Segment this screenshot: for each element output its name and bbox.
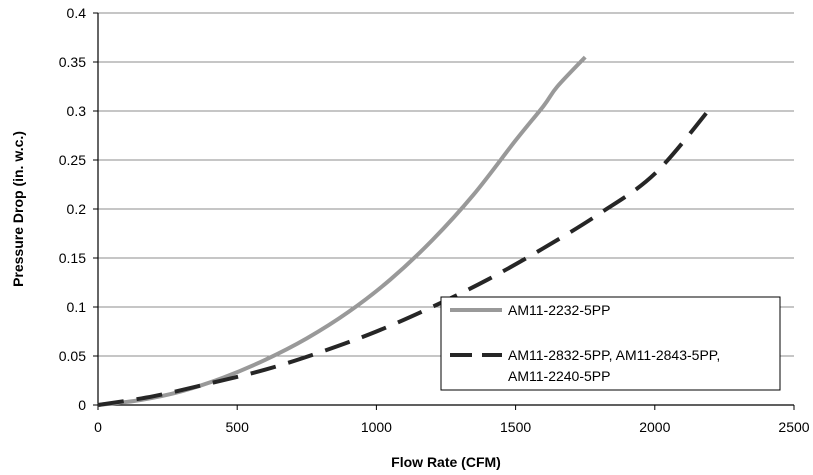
x-tick-label: 500 [226,419,250,435]
legend-label-am11-2832-group-line1: AM11-2832-5PP, AM11-2843-5PP, [508,347,720,363]
x-tick-label: 2500 [778,419,809,435]
gridlines [98,12,794,357]
y-tick-label: 0.2 [67,201,87,217]
legend: AM11-2232-5PP AM11-2832-5PP, AM11-2843-5… [440,296,781,391]
y-axis-title: Pressure Drop (in. w.c.) [10,131,26,287]
x-tick-label: 2000 [639,419,670,435]
x-axis-title: Flow Rate (CFM) [391,454,501,470]
y-tick-label: 0.25 [59,152,86,168]
tick-labels: 0 0.05 0.1 0.15 0.2 0.25 0.3 0.35 0.4 0 500 1000 150… [59,5,810,435]
legend-label-am11-2232-5pp: AM11-2232-5PP [508,302,610,318]
x-tick-label: 0 [94,419,102,435]
legend-label-am11-2832-group-line2: AM11-2240-5PP [508,368,610,384]
axes [93,12,795,410]
y-tick-label: 0.3 [67,103,87,119]
y-tick-label: 0.1 [67,299,87,315]
y-tick-label: 0.15 [59,250,86,266]
x-tick-label: 1500 [500,419,531,435]
series-line-1 [97,106,713,407]
y-tick-label: 0.35 [59,54,86,70]
y-tick-label: 0 [78,397,86,413]
x-tick-label: 1000 [361,419,392,435]
y-tick-label: 0.4 [67,5,87,21]
series-lines [97,55,713,407]
y-tick-label: 0.05 [59,348,86,364]
legend-box [440,296,781,391]
